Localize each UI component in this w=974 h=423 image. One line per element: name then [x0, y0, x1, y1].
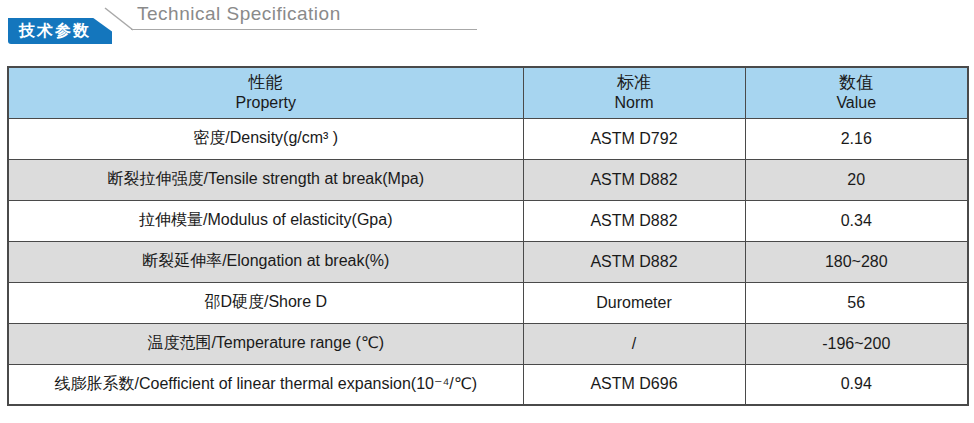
value-cell: 0.34 — [745, 200, 968, 241]
table-row: 拉伸模量/Modulus of elasticity(Gpa) ASTM D88… — [8, 200, 968, 241]
property-cell: 线膨胀系数/Coefficient of linear thermal expa… — [8, 364, 523, 405]
value-cell: -196~200 — [745, 323, 968, 364]
value-cell: 56 — [745, 282, 968, 323]
table-row: 密度/Density(g/cm³ ) ASTM D792 2.16 — [8, 118, 968, 159]
column-header-norm-en: Norm — [524, 93, 745, 113]
property-cell: 拉伸模量/Modulus of elasticity(Gpa) — [8, 200, 523, 241]
table-row: 温度范围/Temperature range (℃) / -196~200 — [8, 323, 968, 364]
spec-table-body: 密度/Density(g/cm³ ) ASTM D792 2.16 断裂拉伸强度… — [8, 118, 968, 405]
header-row: 性能 Property 标准 Norm 数值 Value — [8, 67, 968, 118]
property-cell: 温度范围/Temperature range (℃) — [8, 323, 523, 364]
property-cell: 断裂延伸率/Elongation at break(%) — [8, 241, 523, 282]
column-header-property-en: Property — [9, 93, 523, 113]
column-header-property-zh: 性能 — [9, 72, 523, 93]
section-title: Technical Specification — [137, 3, 341, 25]
value-cell: 0.94 — [745, 364, 968, 405]
spec-table: 性能 Property 标准 Norm 数值 Value 密度/Density(… — [7, 66, 969, 406]
section-badge: 技术参数 — [8, 18, 112, 44]
diagonal-divider-line — [100, 5, 140, 35]
property-cell: 断裂拉伸强度/Tensile strength at break(Mpa) — [8, 159, 523, 200]
column-header-norm: 标准 Norm — [523, 67, 745, 118]
column-header-property: 性能 Property — [8, 67, 523, 118]
section-badge-label: 技术参数 — [19, 21, 91, 42]
column-header-value: 数值 Value — [745, 67, 968, 118]
value-cell: 2.16 — [745, 118, 968, 159]
value-cell: 20 — [745, 159, 968, 200]
technical-specification-page: 技术参数 Technical Specification 性能 Property… — [0, 0, 974, 423]
column-header-value-zh: 数值 — [746, 72, 968, 93]
norm-cell: Durometer — [523, 282, 745, 323]
table-row: 线膨胀系数/Coefficient of linear thermal expa… — [8, 364, 968, 405]
norm-cell: ASTM D696 — [523, 364, 745, 405]
table-row: 邵D硬度/Shore D Durometer 56 — [8, 282, 968, 323]
title-underline — [131, 29, 477, 30]
table-row: 断裂拉伸强度/Tensile strength at break(Mpa) AS… — [8, 159, 968, 200]
norm-cell: ASTM D792 — [523, 118, 745, 159]
norm-cell: ASTM D882 — [523, 200, 745, 241]
property-cell: 邵D硬度/Shore D — [8, 282, 523, 323]
norm-cell: / — [523, 323, 745, 364]
column-header-norm-zh: 标准 — [524, 72, 745, 93]
column-header-value-en: Value — [746, 93, 968, 113]
property-cell: 密度/Density(g/cm³ ) — [8, 118, 523, 159]
spec-table-header: 性能 Property 标准 Norm 数值 Value — [8, 67, 968, 118]
norm-cell: ASTM D882 — [523, 159, 745, 200]
norm-cell: ASTM D882 — [523, 241, 745, 282]
section-header: 技术参数 Technical Specification — [0, 0, 974, 60]
value-cell: 180~280 — [745, 241, 968, 282]
table-row: 断裂延伸率/Elongation at break(%) ASTM D882 1… — [8, 241, 968, 282]
